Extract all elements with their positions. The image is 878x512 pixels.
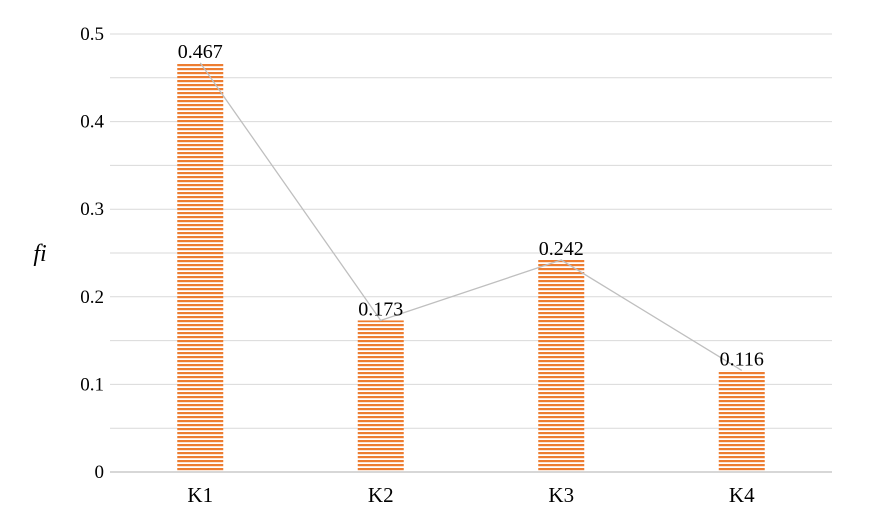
bar-k2 — [357, 320, 404, 472]
y-tick-label: 0 — [95, 462, 105, 483]
y-axis-label: fi — [33, 241, 46, 267]
data-label: 0.242 — [539, 238, 584, 260]
y-axis-tick-labels: 0 0.1 0.2 0.3 0.4 0.5 — [80, 24, 104, 483]
gridlines — [110, 33, 832, 429]
series-connector-line — [199, 62, 743, 371]
x-tick-label: K4 — [729, 483, 755, 507]
bar-k4 — [718, 370, 765, 472]
x-tick-label: K2 — [368, 483, 394, 507]
data-labels: 0.467 0.173 0.242 0.116 — [178, 41, 764, 370]
x-tick-label: K1 — [187, 483, 213, 507]
data-label: 0.116 — [720, 348, 764, 370]
bar-k1 — [177, 62, 224, 473]
data-label: 0.173 — [358, 298, 403, 320]
bar-k3 — [538, 260, 585, 472]
data-label: 0.467 — [178, 41, 223, 63]
x-axis-category-labels: K1 K2 K3 K4 — [187, 483, 755, 507]
x-tick-label: K3 — [548, 483, 574, 507]
y-tick-label: 0.5 — [80, 24, 104, 45]
bars — [177, 62, 765, 473]
y-tick-label: 0.4 — [80, 112, 104, 133]
y-tick-label: 0.2 — [80, 287, 104, 308]
connecting-line — [199, 62, 743, 371]
y-tick-label: 0.1 — [80, 374, 104, 395]
y-tick-label: 0.3 — [80, 199, 104, 220]
